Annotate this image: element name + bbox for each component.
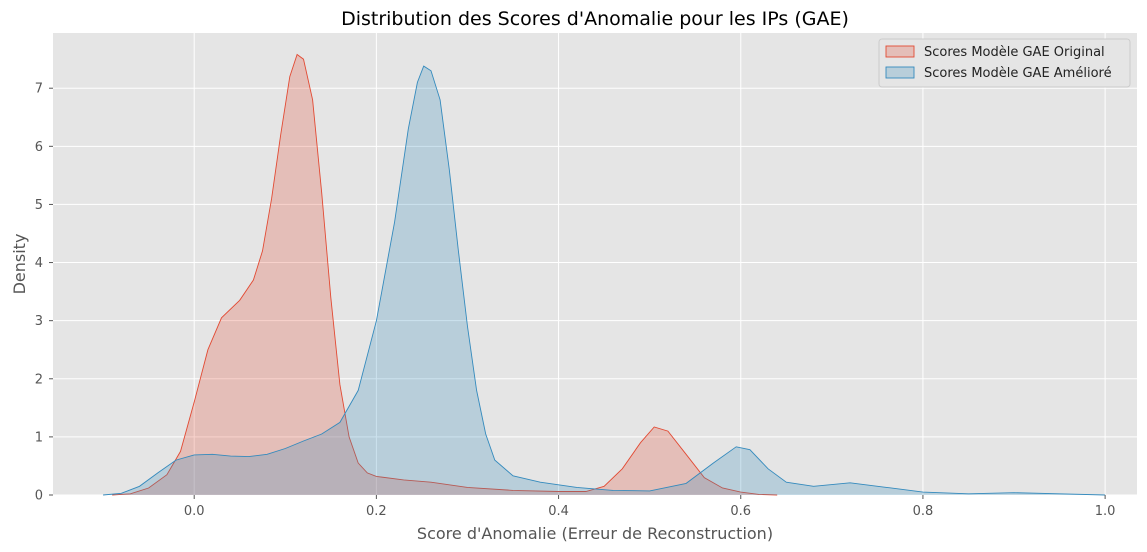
y-tick-label: 5 (35, 198, 43, 213)
legend-label-improved: Scores Modèle GAE Amélioré (924, 66, 1112, 81)
series-0-line (112, 53, 778, 496)
grid-lines (53, 33, 1137, 496)
y-tick-label: 4 (35, 256, 43, 271)
series-0-area (112, 54, 778, 495)
legend: Scores Modèle GAE Original Scores Modèle… (878, 38, 1131, 88)
y-tick-label: 0 (35, 489, 43, 504)
x-axis-title: Score d'Anomalie (Erreur de Reconstructi… (417, 524, 773, 543)
legend-swatch-original (885, 45, 915, 58)
y-tick-label: 6 (35, 140, 43, 155)
y-tick-label: 3 (35, 314, 43, 329)
x-tick-label: 0.0 (184, 504, 205, 519)
y-tick-label: 2 (35, 372, 43, 387)
plot-area (53, 33, 1137, 495)
legend-swatch-improved (885, 66, 915, 79)
legend-label-original: Scores Modèle GAE Original (924, 45, 1105, 60)
x-axis-ticks: 0.0 0.2 0.4 0.6 0.8 1.0 (184, 495, 1116, 519)
x-tick-label: 0.8 (913, 504, 934, 519)
x-tick-label: 0.6 (730, 504, 751, 519)
y-tick-label: 7 (35, 82, 43, 97)
chart-title: Distribution des Scores d'Anomalie pour … (341, 8, 849, 30)
x-tick-label: 1.0 (1095, 504, 1116, 519)
y-axis-title: Density (10, 234, 29, 295)
x-tick-label: 0.4 (548, 504, 569, 519)
series-layer (103, 53, 1106, 496)
legend-box (878, 38, 1131, 88)
y-axis-ticks: 0 1 2 3 4 5 6 7 (35, 82, 53, 504)
series-1-line (103, 65, 1106, 496)
y-tick-label: 1 (35, 430, 43, 445)
x-tick-label: 0.2 (366, 504, 387, 519)
